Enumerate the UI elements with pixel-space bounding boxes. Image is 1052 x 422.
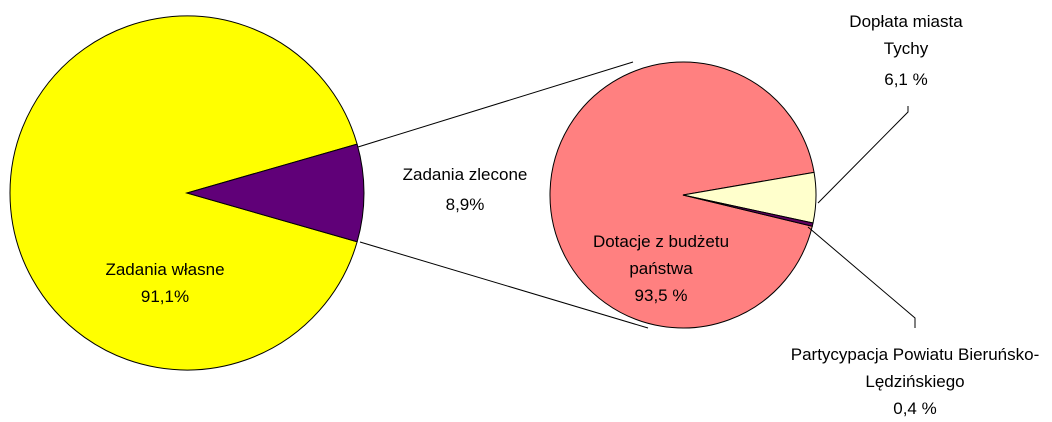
connector-line	[359, 241, 649, 329]
connector-line	[357, 61, 634, 148]
leader-line	[817, 106, 909, 204]
slice-label: Zadania zlecone	[402, 165, 528, 184]
slice-value: 8,9%	[445, 195, 485, 214]
slice-label: Zadania własne	[105, 260, 225, 279]
pie-slice	[9, 15, 358, 371]
pie-slice	[185, 143, 365, 243]
slice-label: Partycypacja Powiatu Bieruńsko-Lędziński…	[790, 345, 1040, 391]
slice-label: Dopłata miasta Tychy	[849, 12, 963, 58]
slice-value: 93,5 %	[634, 286, 688, 305]
slice-value: 6,1 %	[884, 70, 928, 89]
slice-value: 0,4 %	[893, 399, 937, 418]
pie-slice	[682, 194, 814, 227]
leader-line	[807, 226, 916, 328]
pie-slice	[549, 61, 815, 329]
connectors	[357, 61, 916, 329]
slice-label: Dotacje z budżetu państwa	[592, 232, 730, 278]
slice-value: 91,1%	[140, 287, 190, 306]
